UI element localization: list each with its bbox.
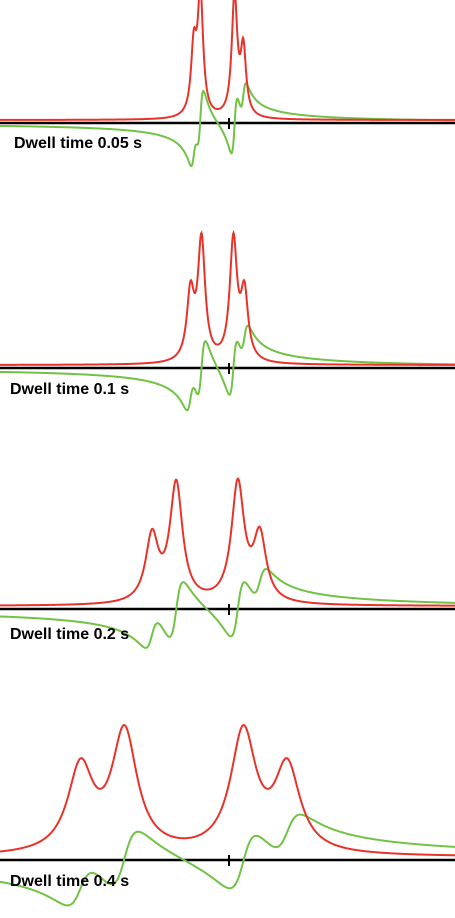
panel-2: Dwell time 0.1 s	[0, 229, 455, 412]
panel-label: Dwell time 0.2 s	[10, 626, 129, 643]
absorption-series-line	[0, 0, 455, 121]
dispersion-series-line	[0, 813, 455, 907]
panel-label: Dwell time 0.1 s	[10, 381, 129, 398]
panel-label: Dwell time 0.05 s	[14, 135, 142, 152]
absorption-series-line	[0, 477, 455, 607]
panel-label: Dwell time 0.4 s	[10, 873, 129, 890]
panel-3: Dwell time 0.2 s	[0, 477, 455, 649]
panel-1: Dwell time 0.05 s	[0, 0, 455, 168]
dispersion-series-line	[0, 568, 455, 649]
absorption-series-line	[0, 724, 455, 857]
panel-4: Dwell time 0.4 s	[0, 724, 455, 907]
dispersion-series-line	[0, 324, 455, 412]
absorption-series-line	[0, 229, 455, 366]
